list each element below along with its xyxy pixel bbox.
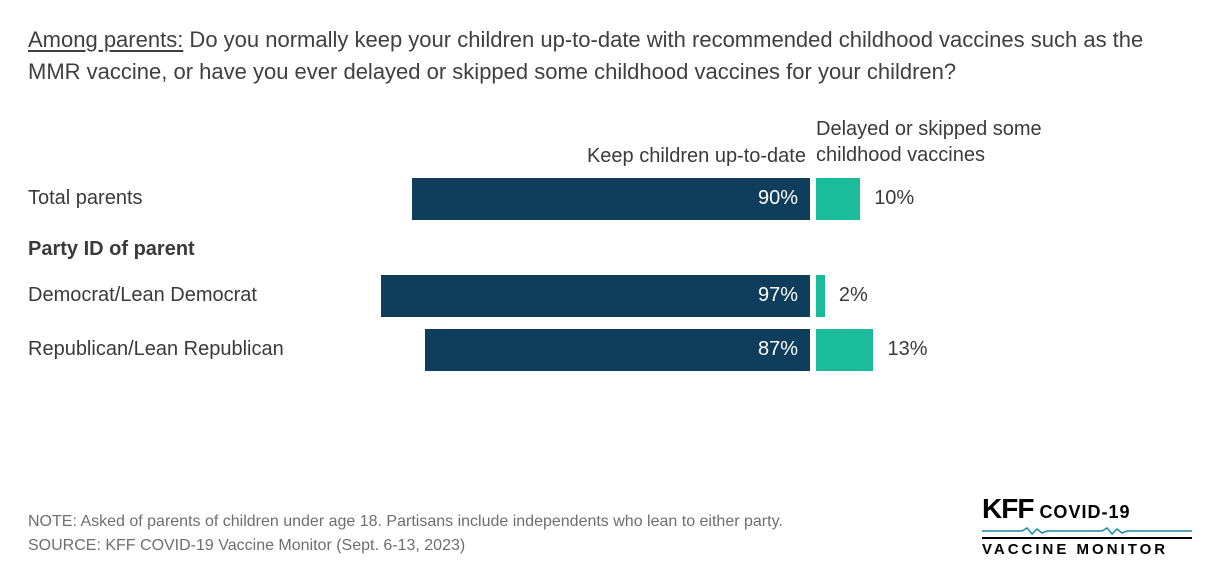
row-label: Democrat/Lean Democrat	[28, 284, 368, 307]
bar-series1: 97%	[381, 275, 810, 317]
kff-logo: KFF COVID-19 VACCINE MONITOR	[982, 493, 1192, 558]
section-header: Party ID of parent	[28, 238, 1192, 261]
series2-header: Delayed or skipped some childhood vaccin…	[816, 116, 1096, 168]
survey-question: Among parents: Do you normally keep your…	[28, 24, 1192, 88]
heartbeat-icon	[982, 527, 1192, 535]
chart-row: Democrat/Lean Democrat 97% 2%	[28, 275, 1192, 317]
row-label: Republican/Lean Republican	[28, 338, 368, 361]
question-rest: Do you normally keep your children up-to…	[28, 27, 1143, 84]
bar-series2-value: 2%	[839, 284, 868, 307]
chart-area: Keep children up-to-date Delayed or skip…	[28, 116, 1192, 371]
bar-series2	[816, 329, 873, 371]
row-label: Total parents	[28, 187, 368, 210]
bar-series2-value: 13%	[887, 338, 927, 361]
logo-monitor: VACCINE MONITOR	[982, 537, 1192, 558]
logo-kff: KFF	[982, 493, 1033, 525]
question-lead: Among parents:	[28, 27, 183, 52]
bar-series2	[816, 275, 825, 317]
bar-series2	[816, 178, 860, 220]
chart-row: Total parents 90% 10%	[28, 178, 1192, 220]
chart-row: Republican/Lean Republican 87% 13%	[28, 329, 1192, 371]
bar-series1: 87%	[425, 329, 810, 371]
series-header-row: Keep children up-to-date Delayed or skip…	[28, 116, 1192, 168]
bar-series1: 90%	[412, 178, 810, 220]
footer: NOTE: Asked of parents of children under…	[28, 510, 1192, 558]
series1-header: Keep children up-to-date	[368, 145, 810, 168]
logo-covid: COVID-19	[1039, 502, 1130, 523]
bar-series2-value: 10%	[874, 187, 914, 210]
